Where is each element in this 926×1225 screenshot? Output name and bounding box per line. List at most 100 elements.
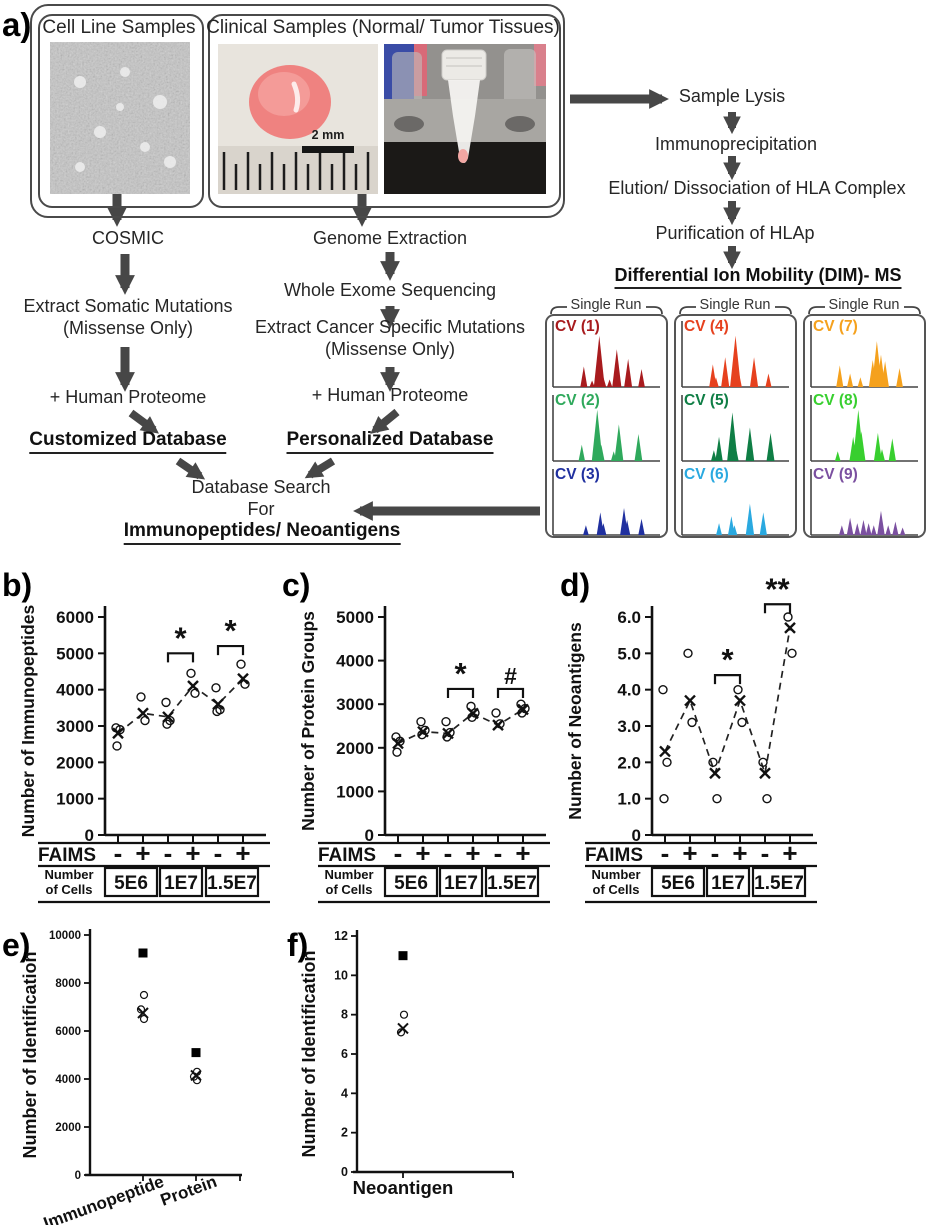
faims-sign: + [235, 838, 250, 868]
y-axis-title: Number of Immunopeptides [18, 605, 38, 838]
data-point-circle [441, 716, 451, 727]
spectra-column-3: Single Run CV (7) CV (8) CV (9) [803, 297, 926, 538]
svg-text:6000: 6000 [56, 608, 94, 627]
significance-bracket [216, 644, 245, 656]
single-run-label: Single Run [829, 297, 900, 313]
data-point-circle [659, 793, 669, 804]
data-point-square [191, 1048, 201, 1058]
data-point-circle [733, 684, 743, 695]
svg-text:0: 0 [75, 1170, 81, 1182]
extract-somatic-line2: (Missense Only) [62, 318, 194, 338]
data-point-circle [396, 1028, 406, 1037]
svg-text:10000: 10000 [49, 930, 81, 942]
cv-label: CV (8) [813, 392, 858, 409]
panel-letter: c) [282, 567, 310, 603]
data-point-circle [399, 1010, 409, 1019]
faims-sign: + [782, 838, 797, 868]
y-axis-title: Number of Identification [20, 952, 40, 1159]
flowchart-arrows-layer [107, 89, 741, 521]
svg-text:2000: 2000 [56, 753, 94, 772]
cv-label: CV (9) [813, 466, 858, 483]
significance-symbol: * [174, 620, 187, 655]
cv-label: CV (5) [684, 392, 729, 409]
faims-row-label: FAIMS [38, 845, 96, 866]
faims-row-label: FAIMS [318, 845, 376, 866]
chart-c: c) Number of Protein Groups 0 1000 2000 3000 4… [282, 567, 550, 904]
data-point-circle [712, 793, 722, 804]
clinical-samples-box [208, 14, 561, 208]
faims-sign: + [135, 838, 150, 868]
faims-sign: - [494, 838, 503, 868]
significance-symbol: * [224, 613, 237, 648]
svg-text:0: 0 [365, 826, 374, 845]
svg-text:2.0: 2.0 [617, 753, 641, 772]
cv-label: CV (2) [555, 392, 600, 409]
faims-sign: + [415, 838, 430, 868]
significance-bracket [713, 674, 742, 685]
db-search-line3: Immunopeptides/ Neoantigens [123, 520, 401, 545]
arrow-proteome-left-diag [128, 409, 159, 434]
data-point-circle [662, 757, 672, 768]
data-point-circle [783, 612, 793, 622]
svg-text:12: 12 [334, 929, 348, 943]
cells-count: 1.5E7 [754, 873, 804, 894]
panel-letter: b) [2, 567, 32, 603]
faims-sign: + [515, 838, 530, 868]
svg-text:1.0: 1.0 [617, 790, 641, 809]
significance-symbol: # [504, 663, 517, 689]
data-point-circle [416, 716, 426, 727]
faims-sign: - [444, 838, 453, 868]
tissue-photo [218, 44, 378, 194]
human-proteome-right: + Human Proteome [311, 385, 469, 405]
customized-database-label: Customized Database [29, 429, 227, 454]
faims-sign: - [661, 838, 670, 868]
cosmic-label: COSMIC [92, 228, 164, 248]
cv-label: CV (1) [555, 318, 600, 335]
extract-cancer-line2: (Missense Only) [324, 339, 456, 359]
immunoprecipitation-label: Immunoprecipitation [654, 134, 818, 154]
significance-bracket [496, 687, 525, 698]
significance-symbol: * [454, 656, 467, 691]
panel-letter: d) [560, 567, 590, 603]
sample-lysis-label: Sample Lysis [678, 86, 786, 106]
svg-text:8: 8 [341, 1008, 348, 1022]
chart-d: d) Number of Neoantigens 0 1.0 2.0 3.0 4.0 5.0 6… [560, 567, 817, 904]
data-point-circle [683, 648, 693, 659]
svg-text:10: 10 [334, 968, 348, 982]
faims-sign: - [394, 838, 403, 868]
arrow-personalized-diag [304, 457, 336, 479]
data-point-circle [212, 706, 222, 717]
data-point-circle [161, 697, 171, 708]
svg-text:3000: 3000 [56, 717, 94, 736]
category-label: Neoantigen [353, 1177, 454, 1198]
faims-sign: - [114, 838, 123, 868]
data-point-circle [392, 747, 402, 757]
cells-count: 1.5E7 [487, 873, 537, 894]
svg-text:Number: Number [324, 867, 373, 882]
svg-text:6: 6 [341, 1047, 348, 1061]
arrow-proteome-right-diag [370, 408, 400, 434]
svg-text:4: 4 [341, 1086, 348, 1100]
svg-text:1000: 1000 [336, 782, 374, 801]
single-run-label: Single Run [700, 297, 771, 313]
significance-bracket [763, 603, 792, 614]
y-axis-title: Number of Identification [299, 951, 319, 1158]
arrow-customized-diag [175, 457, 206, 480]
svg-text:4000: 4000 [56, 681, 94, 700]
faims-row-label: FAIMS [585, 845, 643, 866]
cell-line-title: Cell Line Samples [42, 17, 196, 38]
svg-text:of Cells: of Cells [593, 882, 640, 897]
clinical-samples-title: Clinical Samples (Normal/ Tumor Tissues) [206, 17, 560, 38]
svg-text:4.0: 4.0 [617, 681, 641, 700]
cells-count: 1.5E7 [207, 873, 257, 894]
svg-text:4000: 4000 [336, 652, 374, 671]
significance-bracket [166, 652, 195, 663]
data-point-square [398, 951, 408, 961]
data-point-circle [236, 659, 246, 669]
data-point-circle [139, 1014, 149, 1024]
svg-text:of Cells: of Cells [46, 882, 93, 897]
svg-text:5000: 5000 [336, 608, 374, 627]
wes-label: Whole Exome Sequencing [283, 280, 497, 300]
faims-sign: + [732, 838, 747, 868]
